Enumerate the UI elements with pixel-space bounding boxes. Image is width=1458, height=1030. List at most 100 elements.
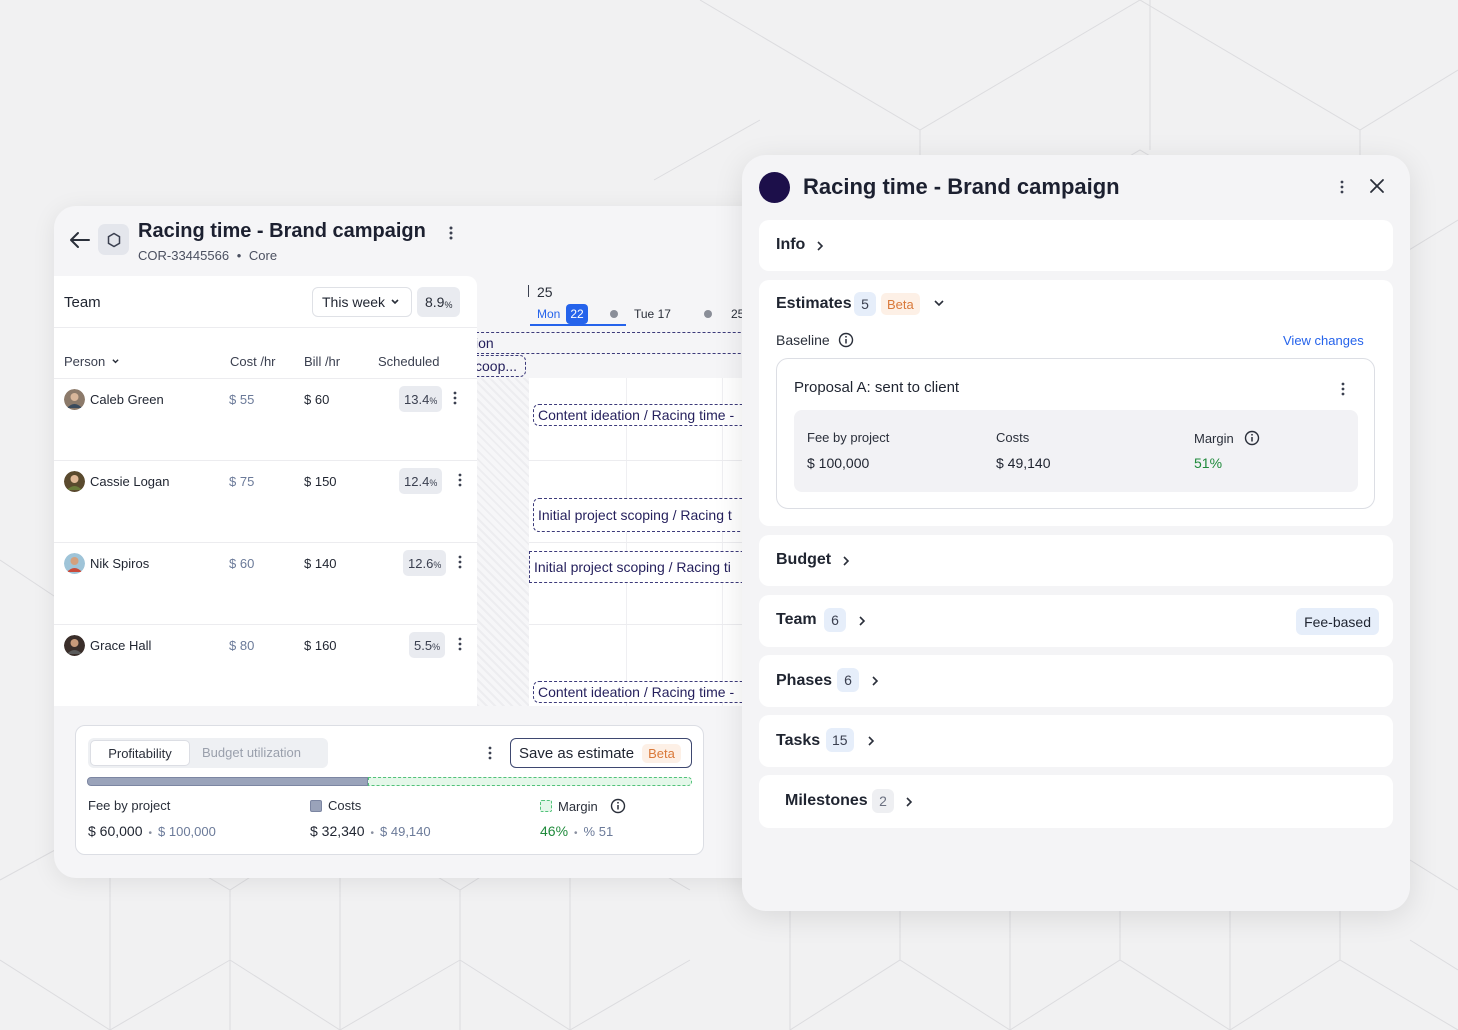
utilization-value: 8.9 [425, 294, 445, 310]
person-cost: $ 60 [229, 556, 255, 571]
day-mon[interactable]: Mon [537, 307, 561, 321]
tab-profitability[interactable]: Profitability [90, 740, 190, 766]
day-next[interactable]: 25 [731, 307, 745, 321]
utilization-badge: 8.9% [417, 287, 461, 317]
section-budget-title: Budget [776, 551, 832, 568]
section-milestones[interactable]: Milestones 2 [759, 775, 1393, 828]
task-bar[interactable]: Initial project scoping / Racing t [533, 498, 774, 532]
person-row[interactable]: Caleb Green $ 55 $ 60 13.4% [54, 379, 477, 461]
margin-progress-bar [368, 777, 692, 786]
scheduled-unit: % [429, 396, 438, 406]
schedule-timeline: 25 Mon 22 Tue 17 25 ion coop... Content … [477, 276, 774, 706]
costs-value: $ 49,140 [996, 455, 1051, 471]
chevron-right-icon [868, 736, 875, 746]
avatar [64, 389, 85, 410]
baseline-row: Baseline [776, 332, 854, 348]
tab-budget-utilization[interactable]: Budget utilization [202, 745, 302, 760]
chevron-right-icon [843, 556, 850, 566]
info-icon[interactable] [610, 798, 626, 814]
chevron-right-icon [906, 797, 913, 807]
back-arrow-icon[interactable] [68, 230, 92, 250]
section-budget[interactable]: Budget [759, 535, 1393, 586]
avatar [64, 471, 85, 492]
fee-values: $ 60,000 • $ 100,000 [88, 823, 216, 839]
cost-column-header: Cost /hr [230, 354, 276, 369]
card-menu-icon[interactable] [486, 745, 494, 761]
section-tasks[interactable]: Tasks 15 [759, 715, 1393, 767]
row-menu-icon[interactable] [456, 472, 464, 488]
task-bar[interactable]: coop... [477, 355, 526, 377]
person-name: Caleb Green [90, 392, 164, 407]
bill-column-header: Bill /hr [304, 354, 341, 369]
person-row[interactable]: Grace Hall $ 80 $ 160 5.5% [54, 625, 477, 707]
task-bar[interactable]: Initial project scoping / Racing ti [529, 551, 774, 583]
separator-dot: • [574, 828, 578, 839]
margin-value: 46% [540, 823, 569, 839]
view-changes-link[interactable]: View changes [1283, 333, 1364, 348]
task-bar[interactable]: Content ideation / Racing time - [533, 681, 774, 703]
person-cost: $ 80 [229, 638, 255, 653]
proposal-title: Proposal A: sent to client [794, 379, 960, 396]
scheduled-value: 5.5 [414, 637, 433, 653]
person-bill: $ 150 [304, 474, 337, 489]
person-name: Grace Hall [90, 638, 152, 653]
section-phases[interactable]: Phases 6 [759, 655, 1393, 707]
beta-badge: Beta [881, 293, 920, 315]
proposal-card[interactable]: Proposal A: sent to client Fee by projec… [776, 358, 1375, 509]
chevron-right-icon [817, 241, 824, 251]
project-detail-panel: Racing time - Brand campaign Info Estima… [742, 155, 1410, 911]
person-cost: $ 75 [229, 474, 255, 489]
person-bill: $ 140 [304, 556, 337, 571]
profitability-card: Profitability Budget utilization Save as… [75, 725, 704, 855]
margin-alt-value: % 51 [583, 824, 614, 839]
project-menu-icon[interactable] [446, 224, 456, 242]
project-code: COR-33445566 [138, 248, 230, 263]
scheduled-unit: % [433, 560, 442, 570]
scheduled-unit: % [432, 642, 441, 652]
task-bar[interactable]: Content ideation / Racing time - [533, 404, 774, 426]
chevron-down-icon [391, 299, 399, 305]
section-team[interactable]: Team 6 Fee-based [759, 595, 1393, 647]
grid-line [529, 460, 774, 461]
scheduled-column-header: Scheduled [378, 354, 440, 369]
hexagon-icon [107, 232, 120, 247]
person-cost: $ 55 [229, 392, 255, 407]
project-planner-card: Racing time - Brand campaign COR-3344556… [54, 206, 774, 878]
row-menu-icon[interactable] [456, 636, 464, 652]
fee-alt-value: $ 100,000 [158, 824, 216, 839]
row-menu-icon[interactable] [451, 390, 459, 406]
chevron-down-icon[interactable] [933, 298, 945, 308]
section-team-title: Team [776, 611, 817, 628]
section-info-title: Info [776, 236, 806, 253]
row-menu-icon[interactable] [456, 554, 464, 570]
week-select[interactable]: This week [312, 287, 412, 317]
close-icon[interactable] [1368, 177, 1386, 195]
person-column-header[interactable]: Person [64, 354, 120, 369]
project-title: Racing time - Brand campaign [138, 220, 426, 242]
margin-legend: Margin [540, 798, 626, 814]
day-tue[interactable]: Tue 17 [634, 307, 671, 321]
info-icon[interactable] [1244, 430, 1260, 446]
costs-values: $ 32,340 • $ 49,140 [310, 823, 431, 839]
person-row[interactable]: Cassie Logan $ 75 $ 150 12.4% [54, 461, 477, 543]
proposal-menu-icon[interactable] [1339, 381, 1347, 397]
costs-label: Costs [328, 798, 362, 813]
panel-title: Racing time - Brand campaign [803, 174, 1120, 199]
project-subtitle: COR-33445566 • Core [138, 248, 277, 263]
person-row[interactable]: Nik Spiros $ 60 $ 140 12.6% [54, 543, 477, 625]
separator-dot: • [370, 828, 375, 839]
panel-menu-icon[interactable] [1338, 179, 1346, 195]
grid-line [529, 624, 774, 625]
save-as-estimate-button[interactable]: Save as estimate Beta [510, 738, 692, 768]
fee-value: $ 60,000 [88, 823, 143, 839]
scheduled-badge: 5.5% [409, 632, 446, 658]
task-bar[interactable]: ion [477, 332, 774, 354]
margin-label: Margin [558, 798, 598, 814]
separator-dot: • [236, 248, 242, 263]
chevron-down-icon [112, 359, 119, 364]
info-icon[interactable] [838, 332, 854, 348]
estimates-count: 5 [854, 292, 876, 316]
scheduled-value: 13.4 [404, 391, 430, 407]
phases-count: 6 [837, 668, 859, 692]
section-info[interactable]: Info [759, 220, 1393, 271]
